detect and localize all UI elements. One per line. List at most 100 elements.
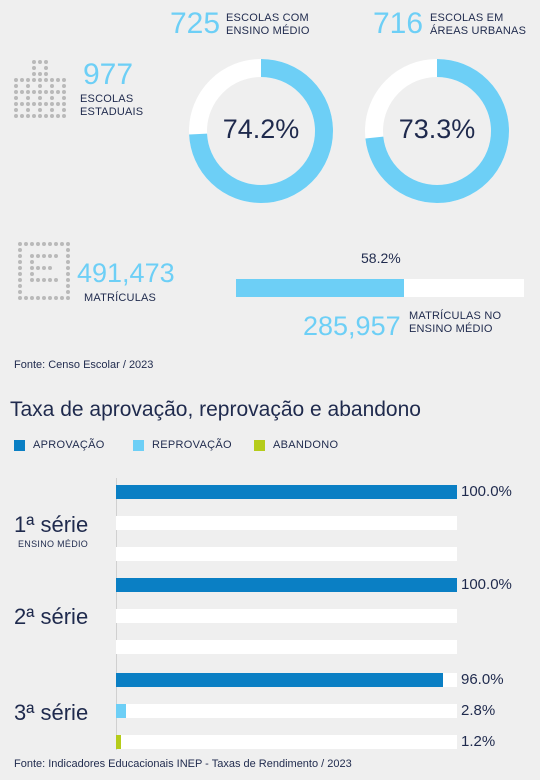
chart-title: Taxa de aprovação, reprovação e abandono <box>10 398 421 421</box>
icon-dot <box>48 296 52 300</box>
matriculas-caption: MATRÍCULAS <box>84 292 157 304</box>
donut-arc <box>365 59 509 203</box>
icon-dot <box>42 266 46 270</box>
icon-dot <box>18 272 22 276</box>
caption-line: ENSINO MÉDIO <box>226 25 310 37</box>
icon-dot <box>48 242 52 246</box>
icon-dot <box>14 84 18 88</box>
icon-dot <box>48 278 52 282</box>
icon-dot <box>56 102 60 106</box>
icon-dot <box>36 266 40 270</box>
bar-value-label: 96.0% <box>461 671 504 688</box>
caption-line: ESCOLAS EM <box>430 12 504 24</box>
icon-dot <box>66 254 70 258</box>
icon-dot <box>54 242 58 246</box>
icon-dot <box>32 78 36 82</box>
icon-dot <box>60 242 64 246</box>
icon-dot <box>38 114 42 118</box>
bar-value-label: 2.8% <box>461 702 496 719</box>
icon-dot <box>20 90 24 94</box>
icon-dot <box>66 242 70 246</box>
icon-dot <box>18 260 22 264</box>
icon-dot <box>32 72 36 76</box>
icon-dot <box>54 296 58 300</box>
icon-dot <box>44 60 48 64</box>
icon-dot <box>62 84 66 88</box>
icon-dot <box>24 242 28 246</box>
icon-dot <box>66 296 70 300</box>
icon-dot <box>66 272 70 276</box>
icon-dot <box>44 72 48 76</box>
category-label: 2ª série <box>14 604 89 629</box>
icon-dot <box>14 114 18 118</box>
icon-dot <box>18 284 22 288</box>
caption-line: ESCOLAS COM <box>226 12 309 24</box>
icon-dot <box>36 278 40 282</box>
icon-dot <box>14 108 18 112</box>
bar-track <box>116 578 457 592</box>
icon-dot <box>18 296 22 300</box>
areas-urbanas-caption: ESCOLAS EM ÁREAS URBANAS <box>430 12 526 38</box>
icon-dot <box>38 96 42 100</box>
icon-dot <box>18 278 22 282</box>
escolas-estaduais-number: 977 <box>83 58 134 91</box>
category-sublabel: ENSINO MÉDIO <box>18 539 89 549</box>
icon-dot <box>32 90 36 94</box>
icon-dot <box>36 254 40 258</box>
matriculas-em-pct: 58.2% <box>361 250 401 266</box>
icon-dot <box>50 90 54 94</box>
icon-dot <box>66 284 70 288</box>
icon-dot <box>38 60 42 64</box>
icon-dot <box>48 266 52 270</box>
icon-dot <box>30 266 34 270</box>
icon-dot <box>44 114 48 118</box>
icon-dot <box>42 296 46 300</box>
icon-dot <box>20 102 24 106</box>
icon-dot <box>44 78 48 82</box>
icon-dot <box>38 108 42 112</box>
bar-track <box>116 609 457 623</box>
icon-dot <box>66 290 70 294</box>
icon-dot <box>56 90 60 94</box>
icon-dot <box>48 254 52 258</box>
icon-dot <box>26 108 30 112</box>
icon-dot <box>26 90 30 94</box>
bar-value-label: 100.0% <box>461 483 512 500</box>
icon-dot <box>38 90 42 94</box>
bar-aprovacao <box>116 578 457 592</box>
icon-dot <box>30 296 34 300</box>
bar-track <box>116 485 457 499</box>
icon-dot <box>18 242 22 246</box>
icon-dot <box>26 78 30 82</box>
legend-swatch <box>254 439 265 451</box>
fonte-censo: Fonte: Censo Escolar / 2023 <box>14 359 154 371</box>
icon-dot <box>66 260 70 264</box>
icon-dot <box>62 96 66 100</box>
icon-dot <box>36 296 40 300</box>
icon-dot <box>30 242 34 246</box>
matriculas-em-bar <box>236 279 524 297</box>
donut-arc <box>189 59 333 203</box>
bar-track <box>116 547 457 561</box>
icon-dot <box>18 254 22 258</box>
legend-swatch <box>14 439 25 451</box>
icon-dot <box>66 266 70 270</box>
ensino-medio-caption: ESCOLAS COM ENSINO MÉDIO <box>226 12 310 38</box>
icon-dot <box>62 114 66 118</box>
bar-reprovacao <box>116 704 126 718</box>
school-icon <box>14 60 66 118</box>
legend-swatch <box>133 439 144 451</box>
icon-dot <box>56 114 60 118</box>
icon-dot <box>50 114 54 118</box>
matriculas-em-number: 285,957 <box>303 311 401 341</box>
icon-dot <box>30 254 34 258</box>
icon-dot <box>32 114 36 118</box>
icon-dot <box>30 260 34 264</box>
icon-dot <box>50 78 54 82</box>
legend-label: APROVAÇÃO <box>33 439 105 451</box>
areas-urbanas-pct: 73.3% <box>398 114 476 144</box>
icon-dot <box>20 78 24 82</box>
icon-dot <box>14 78 18 82</box>
bar-abandono <box>116 735 121 749</box>
